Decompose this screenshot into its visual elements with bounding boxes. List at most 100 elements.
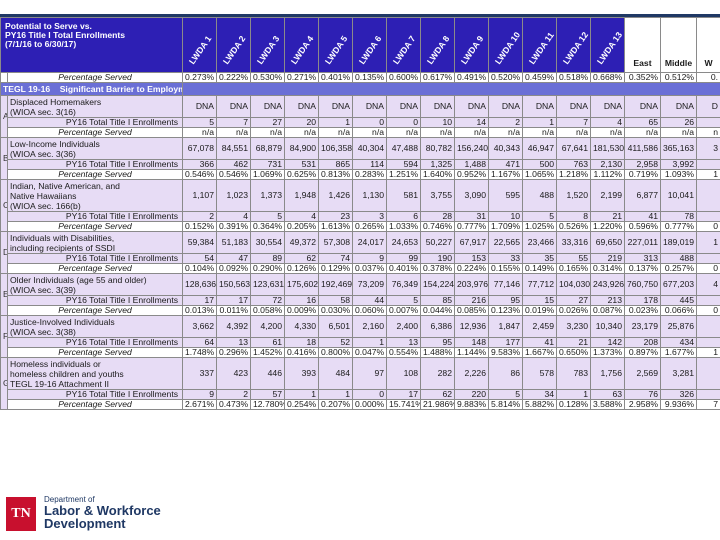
enrollment-cell: 61 xyxy=(250,337,285,348)
enrollment-cell: 594 xyxy=(386,159,421,170)
potential-cell: 423 xyxy=(216,357,251,390)
enrollment-cell: 5 xyxy=(250,211,285,222)
enrollment-cell: 41 xyxy=(624,211,661,222)
potential-cell: 243,926 xyxy=(590,273,625,296)
category-line: Indian, Native American, and xyxy=(10,181,120,191)
enrollment-cell: 44 xyxy=(352,295,387,306)
percentage-cell: 0.129% xyxy=(318,263,353,274)
percentage-cell: n/a xyxy=(624,127,661,138)
percentage-cell: 0.085% xyxy=(454,305,489,316)
enrollment-cell: 58 xyxy=(318,295,353,306)
potential-cell: DNA xyxy=(352,95,387,118)
potential-cell: 40,343 xyxy=(488,137,523,160)
enrollment-cell: 216 xyxy=(454,295,489,306)
percentage-cell: 0.650% xyxy=(556,347,591,358)
potential-cell: 50,227 xyxy=(420,231,455,254)
category-label: Homeless individuals or homeless children… xyxy=(7,357,183,390)
percentage-cell: 0.491% xyxy=(454,72,489,83)
potential-cell: 175,602 xyxy=(284,273,319,296)
potential-cell: 3,230 xyxy=(556,315,591,338)
potential-cell: 192,469 xyxy=(318,273,353,296)
enrollment-cell xyxy=(696,253,720,264)
potential-cell: DNA xyxy=(318,95,353,118)
percentage-cell: 0.009% xyxy=(284,305,319,316)
percentage-cell: 0.546% xyxy=(216,169,251,180)
percentage-cell: 0.013% xyxy=(182,305,217,316)
row-label: Percentage Served xyxy=(7,169,183,180)
potential-cell: 77,146 xyxy=(488,273,523,296)
enrollment-cell: 148 xyxy=(454,337,489,348)
category-line: (WIOA sec. 3(39) xyxy=(10,285,76,295)
percentage-cell: 1.640% xyxy=(420,169,455,180)
percentage-cell: 0.401% xyxy=(386,263,421,274)
category-label: Indian, Native American, and Native Hawai… xyxy=(7,179,183,212)
empty-cell xyxy=(0,72,8,83)
percentage-cell: 0.205% xyxy=(284,221,319,232)
enrollment-cell: 7 xyxy=(216,117,251,128)
category-line: (WIOA sec. 166(b) xyxy=(10,201,81,211)
percentage-cell: 9.583% xyxy=(488,347,523,358)
percentage-cell: 0 xyxy=(696,263,720,274)
potential-row: FJustice-Involved Individuals(WIOA sec. … xyxy=(0,315,720,358)
percentage-row: Percentage Served 0.104% 0.092% 0.290% 0.126… xyxy=(1,263,720,274)
column-header-east: East xyxy=(624,17,661,73)
enrollment-cell xyxy=(696,389,720,400)
footer xyxy=(0,489,720,540)
percentage-cell: 0.011% xyxy=(216,305,251,316)
percentage-cell: 0.512% xyxy=(660,72,697,83)
percentage-cell: 1.709% xyxy=(488,221,523,232)
potential-cell: 393 xyxy=(284,357,319,390)
category-label: Displaced Homemakers (WIOA sec. 3(16) xyxy=(7,95,183,118)
section-heading: Significant Barrier to Employment xyxy=(59,84,182,94)
percentage-cell: 0.546% xyxy=(182,169,217,180)
enrollment-cell: 16 xyxy=(284,295,319,306)
percentage-cell: 0.526% xyxy=(556,221,591,232)
potential-cell: 123,631 xyxy=(250,273,285,296)
percentage-cell: 0.137% xyxy=(624,263,661,274)
percentage-cell: 0.019% xyxy=(522,305,557,316)
enrollment-cell: 142 xyxy=(590,337,625,348)
potential-cell: 2,569 xyxy=(624,357,661,390)
enrollment-cell: 2 xyxy=(488,117,523,128)
enrollment-cell: 35 xyxy=(522,253,557,264)
percentage-cell: 0.520% xyxy=(488,72,523,83)
enrollment-cell: 462 xyxy=(216,159,251,170)
enrollment-cell: 213 xyxy=(590,295,625,306)
percentage-row: Percentage Served 1.748% 0.296% 1.452% 0.416… xyxy=(1,347,720,358)
percentage-cell: 1.065% xyxy=(522,169,557,180)
enrollment-cell: 64 xyxy=(182,337,217,348)
potential-cell: 783 xyxy=(556,357,591,390)
potential-cell: 2,160 xyxy=(352,315,387,338)
enrollment-row: PY16 Total Title I Enrollments 5 7 27 20 1 0 0 1… xyxy=(1,117,720,128)
enrollment-cell: 55 xyxy=(556,253,591,264)
percentage-cell: 0.254% xyxy=(284,399,319,410)
title-line-1: Potential to Serve vs. xyxy=(5,21,92,31)
potential-cell: 203,976 xyxy=(454,273,489,296)
enrollment-cell xyxy=(696,211,720,222)
category-line: (WIOA sec. 3(36) xyxy=(10,149,76,159)
enrollment-cell: 208 xyxy=(624,337,661,348)
enrollment-cell: 1 xyxy=(284,389,319,400)
potential-cell: 22,565 xyxy=(488,231,523,254)
percentage-cell: n/a xyxy=(250,127,285,138)
percentage-cell: 0 xyxy=(696,221,720,232)
percentage-cell: 0.152% xyxy=(182,221,217,232)
potential-row: EOlder Individuals (age 55 and older)(WI… xyxy=(0,273,720,316)
potential-cell: 10,041 xyxy=(660,179,697,212)
category-line: Displaced Homemakers xyxy=(10,97,102,107)
potential-cell: DNA xyxy=(522,95,557,118)
column-header-lwda-12: LWDA 12 xyxy=(556,17,591,73)
percentage-cell: 0.600% xyxy=(386,72,421,83)
percentage-cell: 1.069% xyxy=(250,169,285,180)
enrollment-cell: 14 xyxy=(454,117,489,128)
potential-cell: 86 xyxy=(488,357,523,390)
potential-cell: 1,107 xyxy=(182,179,217,212)
row-label: PY16 Total Title I Enrollments xyxy=(7,253,183,264)
enrollment-cell: 15 xyxy=(522,295,557,306)
percentage-cell: 0.224% xyxy=(454,263,489,274)
category-label: Older Individuals (age 55 and older) (WIO… xyxy=(7,273,183,296)
category-line: Homeless individuals or xyxy=(10,359,101,369)
row-label: PY16 Total Title I Enrollments xyxy=(7,159,183,170)
percentage-cell: 0.128% xyxy=(556,399,591,410)
enrollment-cell: 9 xyxy=(182,389,217,400)
